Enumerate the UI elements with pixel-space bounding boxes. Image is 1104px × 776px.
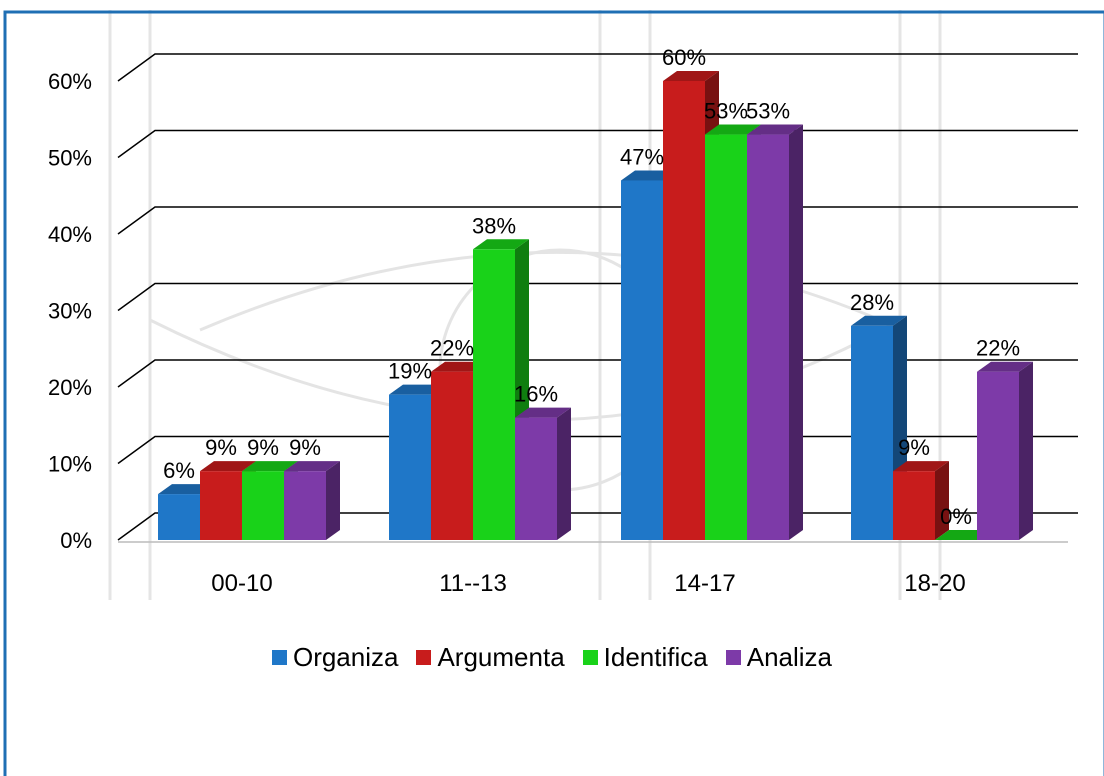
data-labels: 6%9% 9% 9%19%22%38%16%47%60%53%53%28%9%0%2… [163,45,1020,529]
bar-top [663,71,719,81]
bar-top [747,124,803,135]
bar-top [242,461,298,472]
bar-top [200,461,256,472]
bar-top [705,124,761,135]
bar-side [557,407,571,540]
gridline [117,359,1078,388]
bar-chart: 0%10%20%30%40%50%60% 6%9% 9% 9%19%22%38%16… [48,45,1078,597]
y-axis: 0% 10% 20% 30% 40% 50% 60% [48,69,92,553]
bar-top [851,315,907,326]
data-label: 9% [289,435,321,460]
bar-front [851,325,893,540]
gridline [117,129,1078,159]
bar-front [515,417,557,540]
bar-front [621,180,663,540]
data-label: 9% [247,435,279,460]
data-label: 22% [976,336,1020,361]
bar-front [473,249,515,541]
data-label: 53% [746,99,790,124]
bar-front [893,471,935,540]
y-tick-label: 20% [48,375,92,400]
gridline [117,206,1078,235]
data-label: 60% [662,45,706,70]
bar-front [200,471,242,540]
chart-border [3,10,1104,776]
data-label: 22% [430,336,474,361]
bar-top [515,407,571,418]
bar-analiza-11--13 [515,407,571,540]
bar-front [242,471,284,540]
legend-item-argumenta: Argumenta [416,642,565,673]
bar-front [431,371,473,540]
legend-swatch [582,650,598,665]
bars [158,71,1033,541]
bar-front [747,134,789,541]
y-tick-label: 0% [60,528,92,553]
bar-front [389,394,431,540]
data-label: 9% [205,435,237,460]
bar-side [935,461,949,540]
bar-front [158,494,200,540]
legend-item-analiza: Analiza [725,642,833,673]
gridline [117,282,1078,312]
y-tick-label: 30% [48,299,92,324]
legend-label: Analiza [746,642,833,672]
legend-swatch [271,650,287,665]
data-label: 19% [388,359,432,384]
x-category-label: 00-10 [211,570,272,597]
y-tick-label: 60% [48,69,92,94]
bar-top [284,461,340,472]
data-label: 28% [850,290,894,315]
legend: Organiza Argumenta Identifica Analiza [0,642,1104,673]
bar-argumenta-18-20 [893,461,949,540]
gridline [117,53,1078,82]
data-label: 16% [514,382,558,407]
data-label: 53% [704,99,748,124]
bar-front [977,371,1019,540]
bar-identifica-11--13 [473,239,529,541]
y-tick-label: 10% [48,452,92,477]
bar-top [893,461,949,472]
x-axis: 00-10 11--13 14-17 18-20 [211,570,965,597]
data-label: 38% [472,213,516,238]
y-tick-label: 50% [48,146,92,171]
x-category-label: 11--13 [439,570,507,597]
legend-swatch [416,650,432,665]
x-category-label: 18-20 [904,570,965,597]
legend-swatch [725,650,741,665]
bar-analiza-00-10 [284,461,340,540]
legend-label: Identifica [603,642,708,672]
legend-item-organiza: Organiza [271,642,399,673]
bar-front [705,134,747,541]
bar-front [663,81,705,540]
bar-top [473,239,529,250]
bar-top [977,361,1033,372]
data-label: 9% [898,435,930,460]
bar-side [789,124,803,541]
bar-side [1019,361,1033,540]
data-label: 0% [940,504,972,529]
data-label: 6% [163,458,195,483]
data-label: 47% [620,144,664,169]
bar-analiza-14-17 [747,124,803,541]
legend-item-identifica: Identifica [582,642,708,673]
bar-side [326,461,340,540]
legend-label: Argumenta [437,642,565,672]
bar-analiza-18-20 [977,361,1033,540]
x-category-label: 14-17 [674,570,735,597]
legend-label: Organiza [292,642,399,672]
bar-front [284,471,326,540]
y-tick-label: 40% [48,222,92,247]
